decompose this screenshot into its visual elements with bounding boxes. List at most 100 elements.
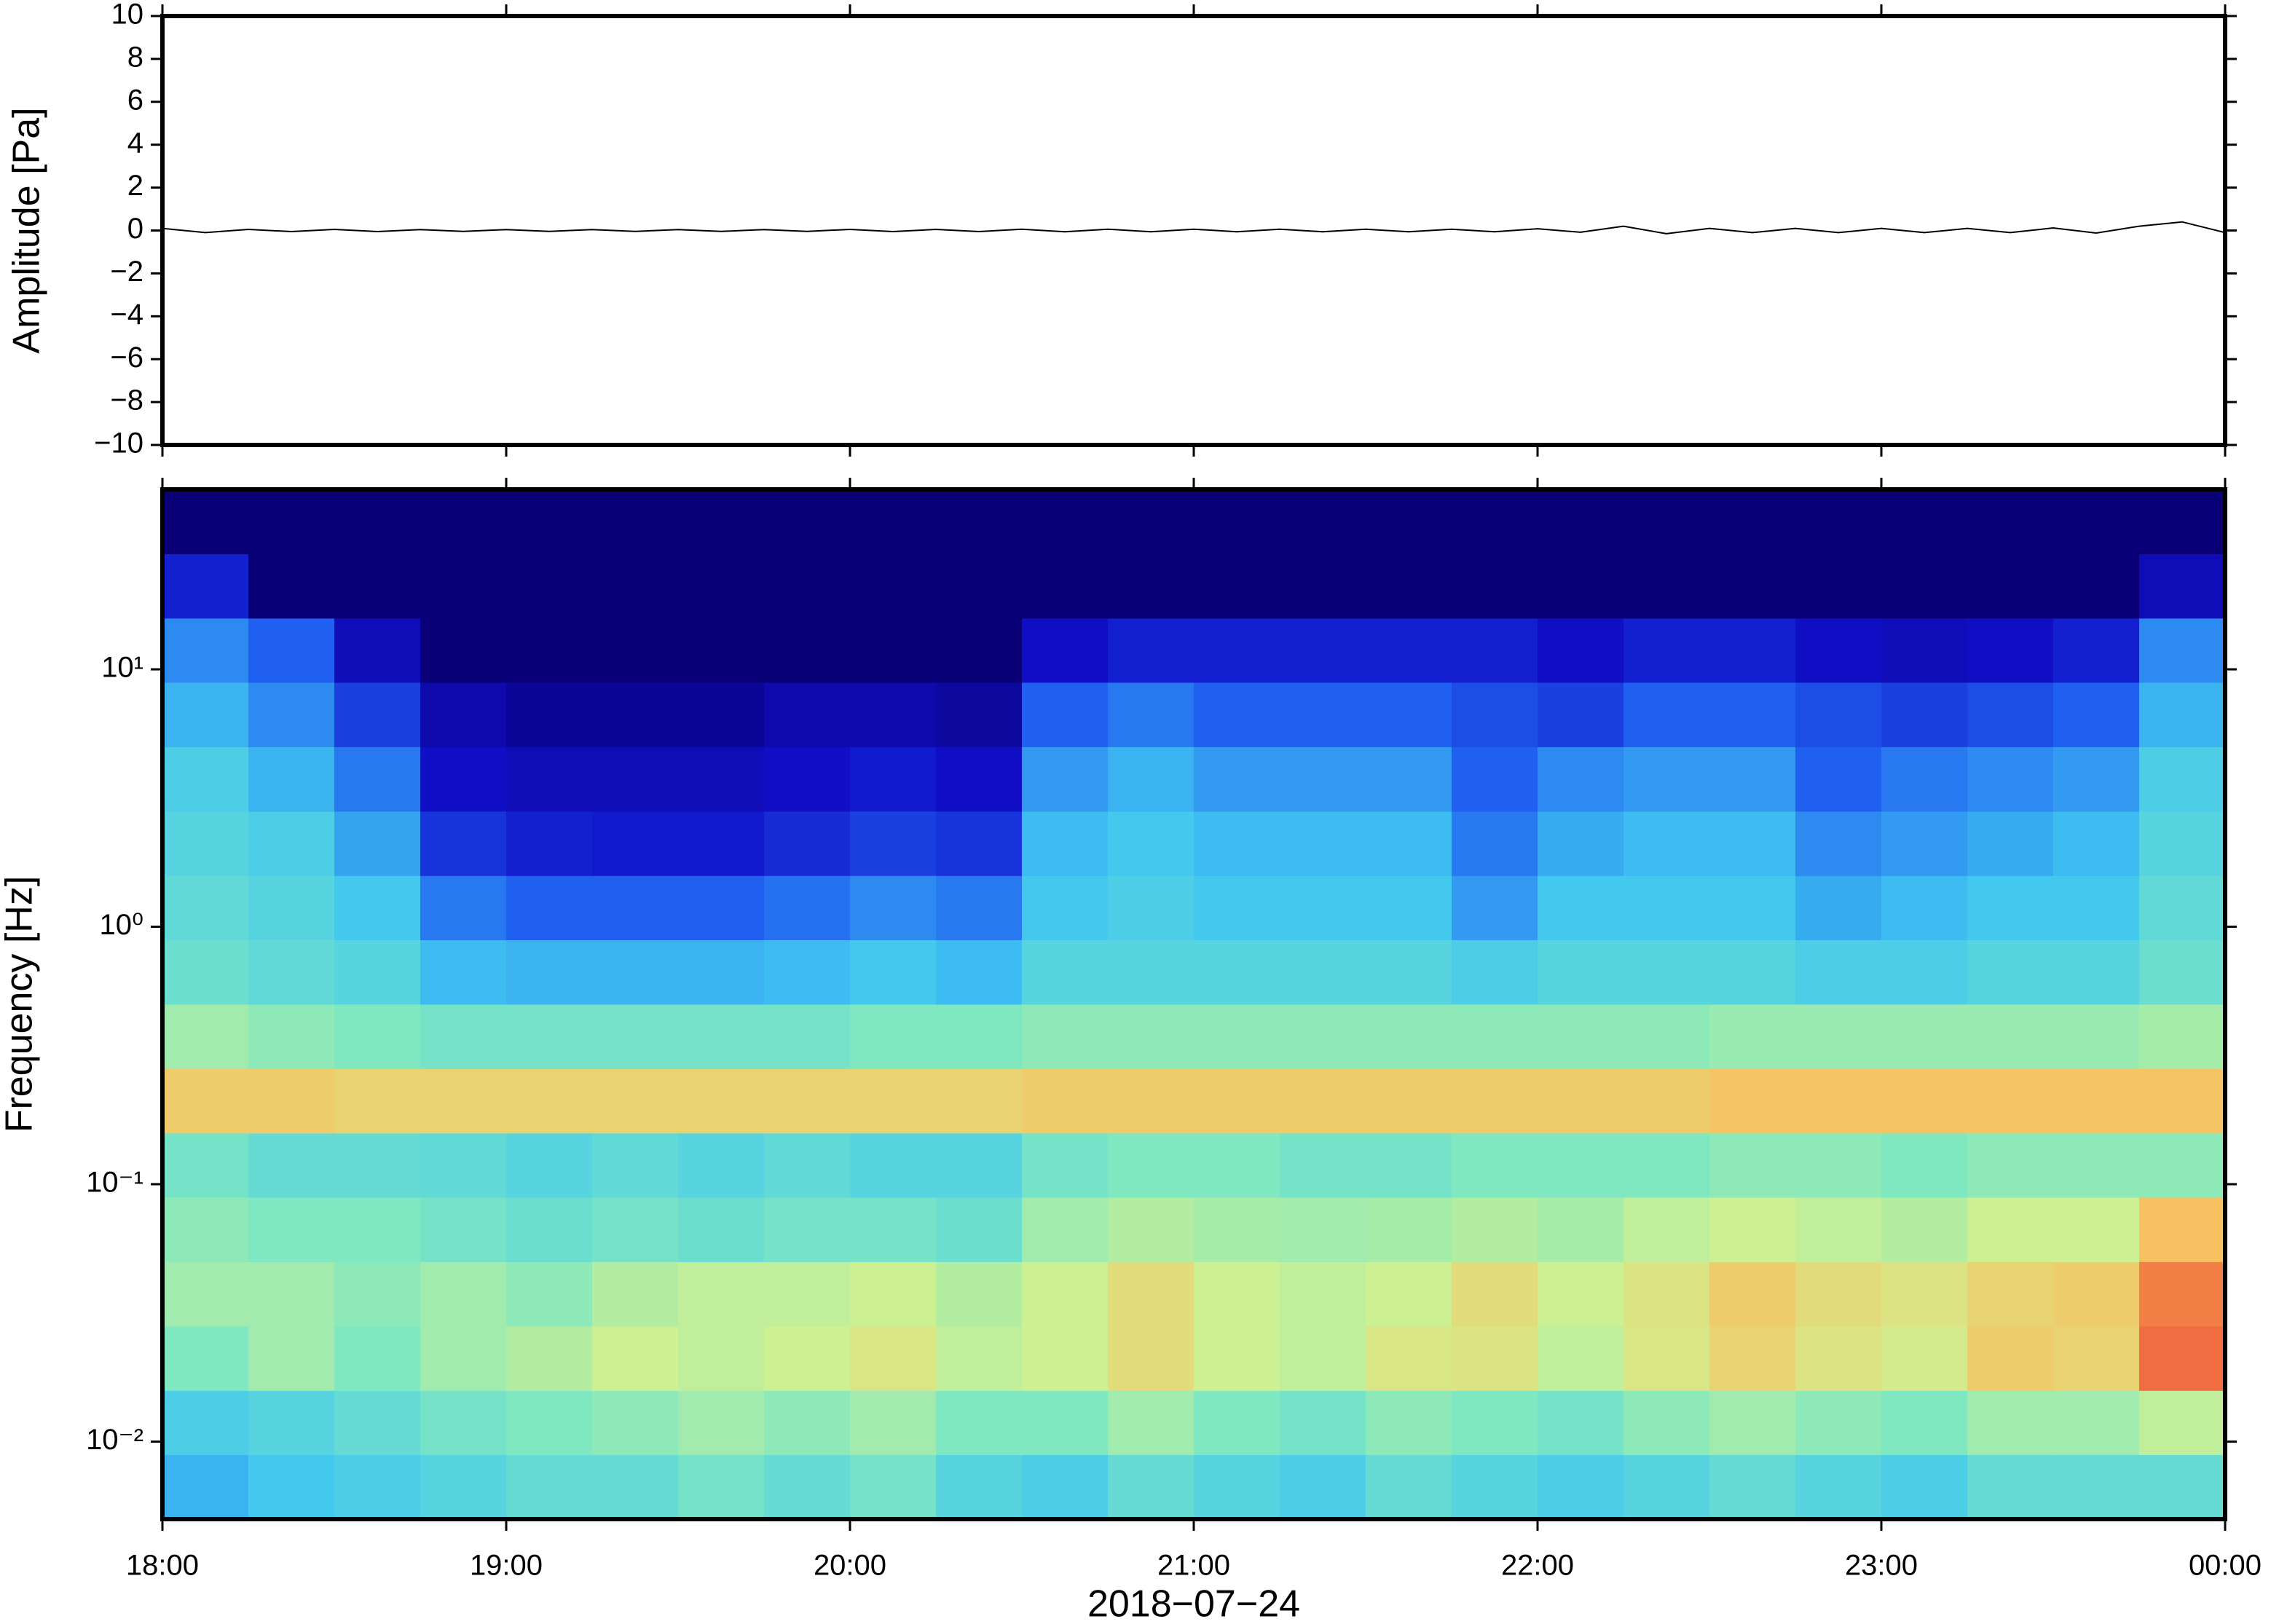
spectrogram-cell (764, 618, 851, 683)
spectrogram-cell (592, 1390, 679, 1455)
spectrogram-cell (420, 1068, 507, 1134)
spectrogram-cell (2053, 1004, 2140, 1069)
spectrogram-cell (1022, 1454, 1109, 1520)
spectrogram-cell (1452, 746, 1538, 812)
x-tick-label: 23:00 (1845, 1550, 1918, 1582)
spectrogram-cell (162, 939, 249, 1005)
spectrogram-cell (1108, 1197, 1194, 1262)
spectrogram-cell (936, 682, 1023, 747)
spectrogram-cell (1108, 682, 1194, 747)
spectrogram-cell (850, 1132, 937, 1198)
spectrogram-cell (1452, 1454, 1538, 1520)
spectrogram-cell (764, 1197, 851, 1262)
spectrogram-cell (1366, 553, 1452, 619)
spectrogram-cell (1967, 1068, 2054, 1134)
spectrogram-cell (334, 682, 421, 747)
spectrogram-cell (764, 682, 851, 747)
spectrogram-cell (1280, 939, 1366, 1005)
spectrogram-cell (2139, 1197, 2226, 1262)
spectrogram-cell (248, 553, 335, 619)
spectrogram-cell (334, 1390, 421, 1455)
spectrogram-cell (1366, 1325, 1452, 1391)
spectrogram-cell (1709, 1197, 1796, 1262)
spectrogram-cell (1623, 1390, 1710, 1455)
spectrogram-cell (162, 1197, 249, 1262)
spectrogram-cell (506, 1004, 593, 1069)
spectrogram-cell (1022, 682, 1109, 747)
spectrogram-cell (850, 1004, 937, 1069)
spectrogram-cell (1967, 489, 2054, 554)
spectrogram-cell (764, 1325, 851, 1391)
spectrogram-cell (506, 875, 593, 940)
spectrogram-cell (334, 746, 421, 812)
y-tick-label: 8 (127, 41, 143, 73)
spectrogram-cell (1538, 1068, 1624, 1134)
spectrogram-cell (506, 682, 593, 747)
spectrogram-cell (1881, 811, 1968, 876)
spectrogram-cell (1280, 618, 1366, 683)
spectrogram-cell (248, 811, 335, 876)
spectrogram-cell (1623, 1004, 1710, 1069)
spectrogram-cell (1108, 1390, 1194, 1455)
spectrogram-cell (1967, 1197, 2054, 1262)
spectrogram-cell (764, 746, 851, 812)
spectrogram-cell (1452, 811, 1538, 876)
spectrogram-cell (936, 1261, 1023, 1327)
y-tick-label: −6 (110, 342, 143, 374)
spectrogram-cell (1452, 553, 1538, 619)
spectrogram-cell (1623, 875, 1710, 940)
spectrogram-cell (1881, 618, 1968, 683)
spectrogram-cell (1623, 1197, 1710, 1262)
spectrogram-cell (1022, 1390, 1109, 1455)
spectrogram-cell (248, 1197, 335, 1262)
spectrogram-cell (1623, 1454, 1710, 1520)
spectrogram-cell (1366, 1261, 1452, 1327)
spectrogram-cell (850, 1197, 937, 1262)
spectrogram-cell (248, 1454, 335, 1520)
spectrogram-cell (1795, 811, 1882, 876)
spectrogram-cell (1280, 875, 1366, 940)
spectrogram-cell (678, 939, 765, 1005)
spectrogram-cell (850, 1261, 937, 1327)
spectrogram-cell (1022, 553, 1109, 619)
spectrogram-cell (248, 939, 335, 1005)
spectrogram-cell (1022, 875, 1109, 940)
spectrogram-cell (850, 939, 937, 1005)
spectrogram-cell (1022, 746, 1109, 812)
spectrogram-cell (334, 939, 421, 1005)
spectrogram-cell (1108, 875, 1194, 940)
spectrogram-cell (506, 1132, 593, 1198)
spectrogram-cell (1452, 875, 1538, 940)
spectrogram-cell (1452, 1390, 1538, 1455)
spectrogram-cell (678, 682, 765, 747)
spectrogram-cell (1795, 618, 1882, 683)
x-axis-label: 2018−07−24 (1087, 1583, 1300, 1624)
spectrogram-cell (936, 553, 1023, 619)
spectrogram-cell (2053, 1325, 2140, 1391)
spectrogram-cell (1795, 1197, 1882, 1262)
spectrogram-cell (1795, 489, 1882, 554)
spectrogram-cell (506, 1261, 593, 1327)
spectrogram-cell (850, 746, 937, 812)
spectrogram-cell (1280, 1325, 1366, 1391)
spectrogram-cell (1538, 1261, 1624, 1327)
spectrogram-cell (1194, 489, 1280, 554)
spectrogram-cell (1795, 1261, 1882, 1327)
y-tick-label: 10 (111, 0, 144, 31)
spectrogram-cell (1022, 489, 1109, 554)
y-tick-label: −8 (110, 385, 143, 417)
spectrogram-cell (1280, 1132, 1366, 1198)
y-tick-label: 4 (127, 127, 143, 159)
spectrogram-cell (248, 1325, 335, 1391)
spectrogram-cell (1194, 1068, 1280, 1134)
spectrogram-cell (1881, 1454, 1968, 1520)
spectrogram-cell (2053, 489, 2140, 554)
spectrogram-cell (420, 1197, 507, 1262)
spectrogram-cell (678, 1454, 765, 1520)
spectrogram-cell (678, 1325, 765, 1391)
spectrogram-cell (506, 1068, 593, 1134)
spectrogram-cell (1881, 875, 1968, 940)
spectrogram-cell (1194, 875, 1280, 940)
spectrogram-cell (936, 939, 1023, 1005)
spectrogram-cell (678, 1390, 765, 1455)
